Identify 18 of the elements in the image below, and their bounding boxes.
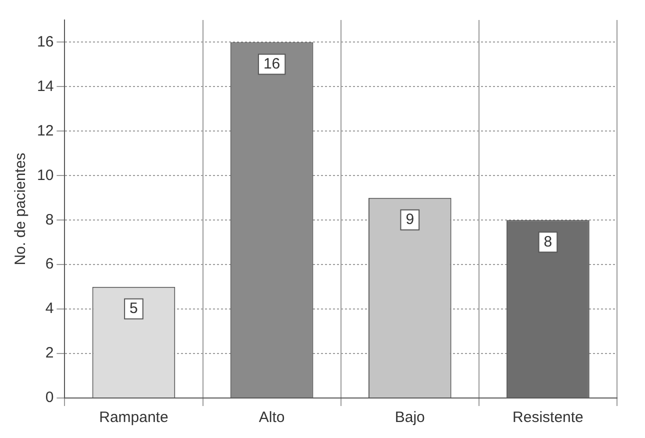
x-tick-label: Resistente bbox=[512, 409, 584, 426]
y-axis-title: No. de pacientes bbox=[12, 152, 30, 266]
data-label: 9 bbox=[406, 211, 414, 228]
y-tick-label: 16 bbox=[36, 33, 54, 50]
data-label: 8 bbox=[544, 233, 552, 250]
x-tick-label: Bajo bbox=[394, 409, 425, 426]
data-label: 16 bbox=[263, 55, 280, 72]
y-tick-label: 4 bbox=[45, 300, 54, 318]
y-tick-label: 0 bbox=[45, 389, 54, 406]
y-tick-label: 12 bbox=[36, 122, 54, 140]
x-tick-label: Rampante bbox=[99, 409, 168, 426]
y-tick-label: 8 bbox=[45, 211, 54, 228]
y-tick-label: 10 bbox=[36, 166, 54, 184]
y-tick-label: 14 bbox=[36, 78, 54, 95]
y-tick-label: 6 bbox=[45, 256, 54, 273]
x-tick-label: Alto bbox=[258, 409, 285, 426]
data-label: 5 bbox=[130, 300, 138, 317]
y-tick-label: 2 bbox=[45, 344, 54, 362]
